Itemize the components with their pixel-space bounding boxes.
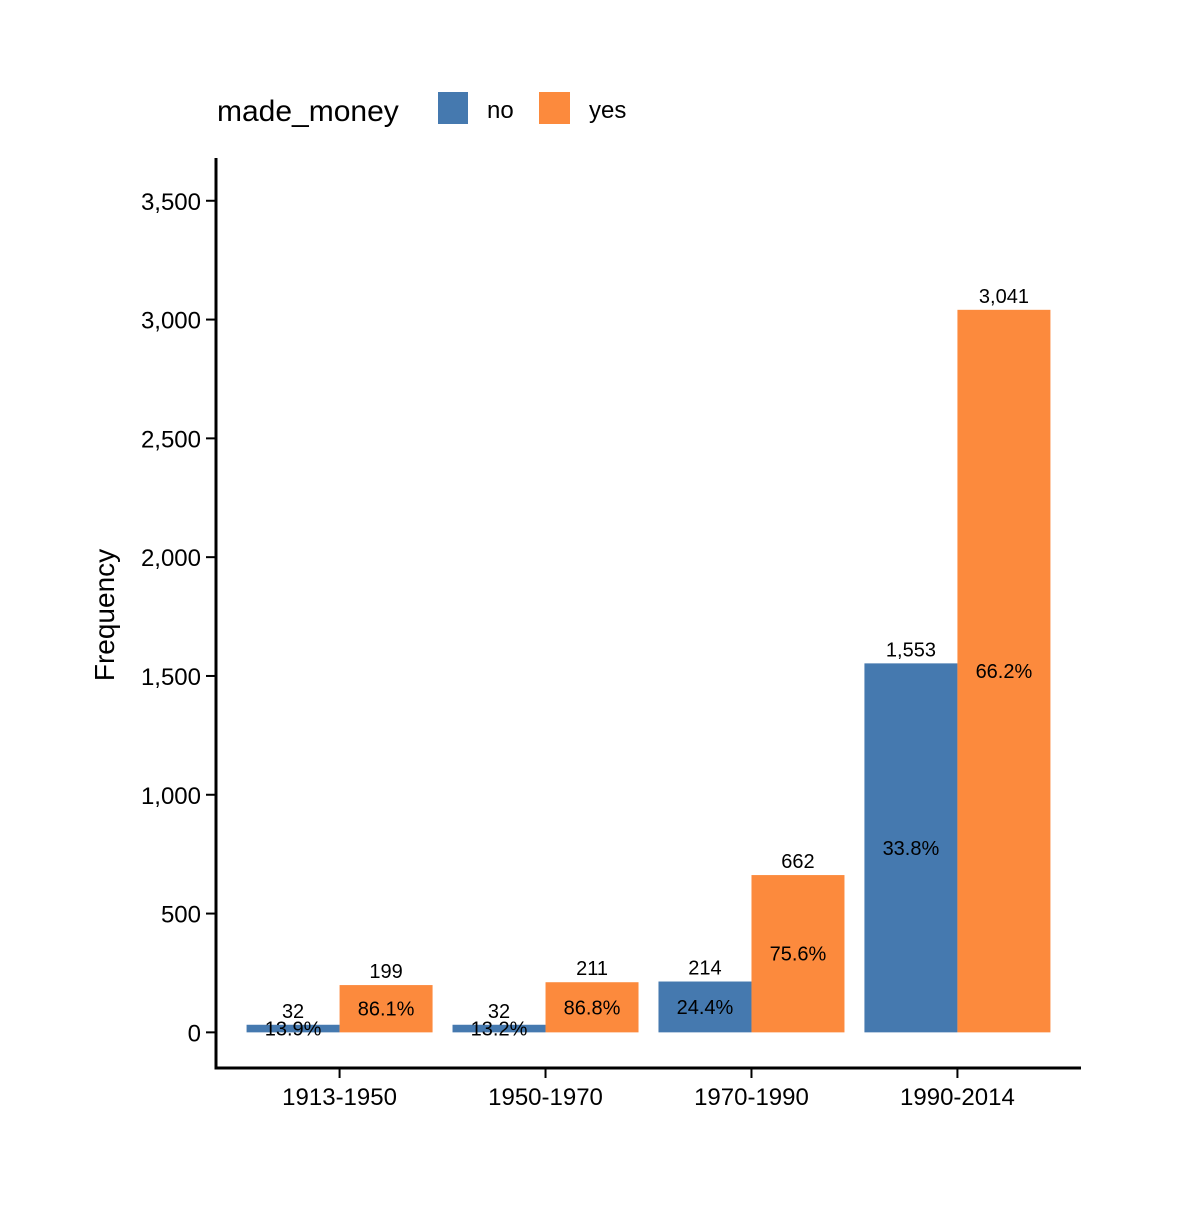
pct-label-yes-1913-1950: 86.1% [358, 999, 415, 1021]
bar-yes-1990-2014 [957, 309, 1051, 1033]
y-tick-label-0: 0 [188, 1020, 201, 1047]
y-tick-label-1500: 1,500 [141, 664, 201, 691]
x-tick-label-1970-1990: 1970-1990 [694, 1084, 809, 1111]
pct-label-no-1990-2014: 33.8% [883, 838, 940, 860]
x-tick-label-1913-1950: 1913-1950 [282, 1084, 397, 1111]
legend: made_money no yes [217, 92, 626, 128]
count-label-no-1913-1950: 32 [282, 1001, 304, 1023]
legend-label-yes: yes [589, 97, 626, 124]
legend-label-no: no [487, 97, 514, 124]
count-label-yes-1913-1950: 199 [369, 961, 402, 983]
y-tick-label-2500: 2,500 [141, 426, 201, 453]
y-axis: 0 500 1,000 1,500 2,000 2,500 3,000 3,500 [141, 158, 218, 1070]
pct-label-no-1970-1990: 24.4% [677, 997, 734, 1019]
y-tick-label-500: 500 [161, 902, 201, 929]
bar-no-1913-1950 [246, 1024, 340, 1033]
y-axis-title: Frequency [89, 549, 120, 681]
pct-label-yes-1990-2014: 66.2% [976, 661, 1033, 683]
count-label-yes-1990-2014: 3,041 [979, 286, 1029, 308]
bar-yes-1950-1970 [545, 982, 639, 1033]
bar-no-1990-2014 [864, 663, 958, 1033]
bars [246, 309, 1051, 1033]
y-tick-label-2000: 2,000 [141, 545, 201, 572]
bar-yes-1970-1990 [751, 875, 845, 1033]
x-tick-label-1950-1970: 1950-1970 [488, 1084, 603, 1111]
count-label-yes-1950-1970: 211 [576, 958, 608, 980]
pct-label-no-1913-1950: 13.9% [265, 1019, 322, 1041]
y-tick-label-3500: 3,500 [141, 189, 201, 216]
bar-no-1970-1990 [658, 981, 752, 1033]
count-label-no-1950-1970: 32 [488, 1001, 510, 1023]
legend-title: made_money [217, 95, 399, 128]
pct-label-no-1950-1970: 13.2% [471, 1019, 528, 1041]
x-axis: 1913-1950 1950-1970 1970-1990 1990-2014 [214, 1066, 1081, 1111]
count-label-no-1990-2014: 1,553 [886, 639, 936, 661]
pct-label-yes-1970-1990: 75.6% [770, 944, 827, 966]
count-label-no-1970-1990: 214 [688, 958, 721, 980]
bar-yes-1913-1950 [339, 985, 433, 1033]
legend-swatch-yes [539, 92, 570, 124]
legend-swatch-no [438, 92, 468, 124]
x-tick-label-1990-2014: 1990-2014 [900, 1084, 1015, 1111]
count-label-yes-1970-1990: 662 [781, 851, 814, 873]
bar-no-1950-1970 [452, 1024, 546, 1033]
y-tick-label-3000: 3,000 [141, 308, 201, 335]
pct-label-yes-1950-1970: 86.8% [564, 997, 621, 1019]
y-tick-label-1000: 1,000 [141, 783, 201, 810]
